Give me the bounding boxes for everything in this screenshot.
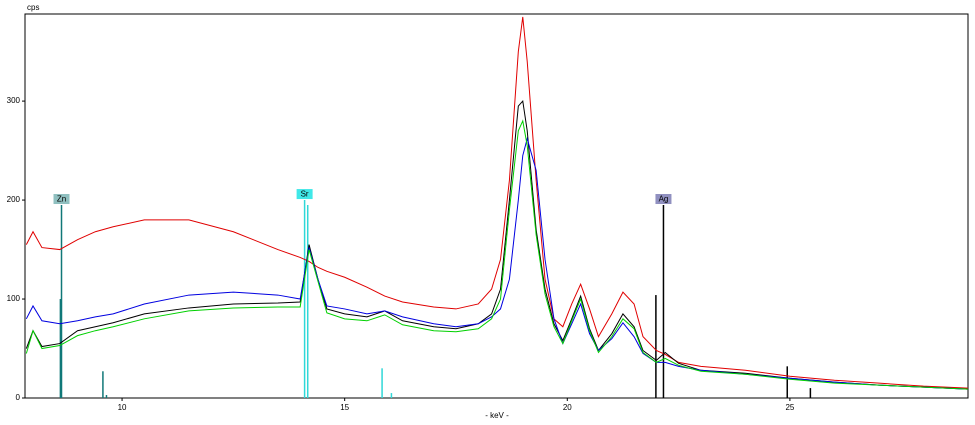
- x-tick-label: 15: [340, 403, 349, 412]
- plot-frame: [24, 13, 969, 399]
- x-tick-label: 25: [785, 403, 794, 412]
- y-tick-label: 200: [7, 195, 21, 204]
- spectrum-line: [25, 16, 969, 389]
- y-tick-label: 0: [16, 393, 21, 402]
- element-label-box: [53, 194, 70, 205]
- y-axis-label: cps: [27, 3, 39, 12]
- x-axis-label: - keV -: [485, 411, 509, 420]
- spectrum-line: [25, 136, 969, 390]
- spectrum-line: [25, 119, 969, 390]
- x-tick-label: 20: [563, 403, 572, 412]
- y-tick-label: 100: [7, 294, 21, 303]
- element-label: Sr: [301, 190, 309, 199]
- element-label-box: [296, 189, 313, 200]
- y-tick-label: 300: [7, 96, 21, 105]
- spectrum-line: [25, 99, 969, 390]
- element-label: Zn: [57, 195, 66, 204]
- element-label-box: [655, 194, 672, 205]
- element-label: Ag: [659, 195, 669, 204]
- x-tick-label: 10: [118, 403, 127, 412]
